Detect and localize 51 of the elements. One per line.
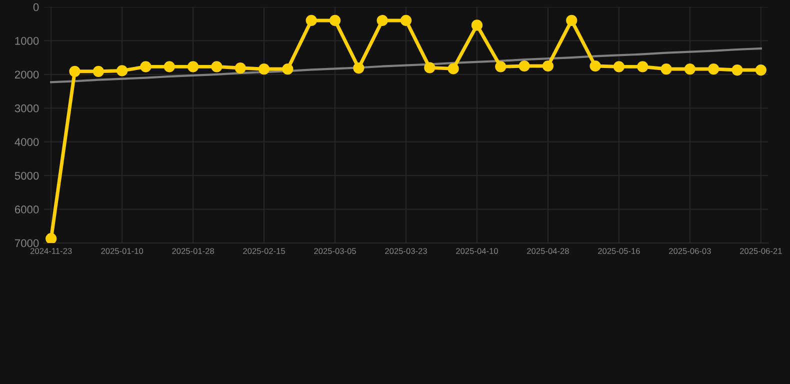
point [660,63,672,75]
y-tick-label: 2000 [14,70,39,79]
y-tick-label: 4000 [14,138,39,146]
point [424,62,436,74]
y-tick-label: 0 [33,3,39,12]
point [613,61,624,72]
y-tick-label: 7000 [14,239,39,248]
point [542,60,554,72]
point [234,62,246,74]
point [329,14,341,26]
point [282,63,294,75]
point [471,20,483,31]
x-tick-label: 2025-06-03 [669,248,711,254]
point [69,66,80,77]
y-tick-label: 1000 [15,36,39,45]
point [188,61,199,72]
point [140,61,152,72]
point [448,63,459,74]
point [566,14,578,26]
point [46,233,57,243]
x-tick-label: 2025-04-10 [456,248,498,254]
point [708,63,720,75]
y-tick-label: 3000 [14,104,39,112]
y-tick-label: 5000 [14,172,39,180]
point [518,60,530,72]
point [211,61,222,72]
point [400,14,412,26]
point [755,64,766,76]
x-tick-label: 2025-01-10 [101,248,144,254]
point [258,63,270,75]
point [353,62,364,74]
y-tick-label: 6000 [14,206,39,214]
point [306,14,317,26]
point [116,65,128,76]
point [637,61,648,72]
point [590,60,601,72]
x-tick-label: 2025-02-15 [243,248,286,254]
point [684,63,696,75]
point [164,61,175,72]
x-tick-label: 2025-04-28 [527,248,569,254]
point [732,64,743,76]
x-tick-label: 2025-05-16 [598,248,640,254]
x-tick-label: 2025-03-23 [385,248,427,254]
point [92,66,104,77]
x-tick-label: 2025-06-21 [740,248,782,254]
point [495,61,506,72]
x-tick-label: 2025-01-28 [172,248,214,254]
x-tick-label: 2025-03-05 [314,248,356,254]
line-series [50,47,762,84]
x-tick-label: 2024-11-23 [30,248,72,254]
point [376,14,388,26]
